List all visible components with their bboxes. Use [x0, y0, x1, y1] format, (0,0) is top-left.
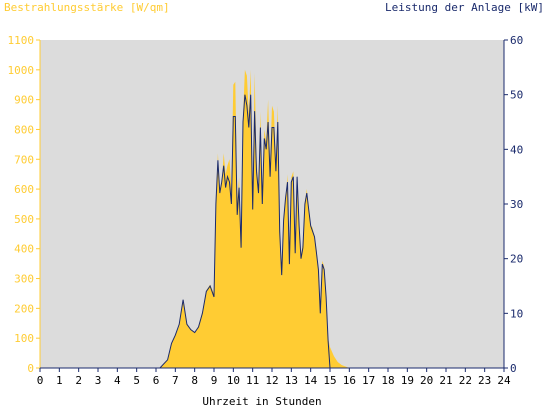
left-tick-label: 500 — [14, 213, 34, 226]
x-tick-label: 16 — [343, 374, 356, 387]
x-tick-label: 18 — [381, 374, 394, 387]
left-tick-label: 0 — [27, 362, 34, 375]
left-tick-label: 1000 — [8, 64, 35, 77]
x-tick-label: 23 — [478, 374, 491, 387]
x-tick-label: 5 — [133, 374, 140, 387]
x-tick-label: 12 — [265, 374, 278, 387]
right-tick-label: 50 — [510, 89, 523, 102]
left-tick-label: 1100 — [8, 34, 35, 47]
x-tick-label: 11 — [246, 374, 259, 387]
x-axis-title: Uhrzeit in Stunden — [202, 395, 321, 408]
x-tick-label: 4 — [114, 374, 121, 387]
x-tick-label: 21 — [439, 374, 452, 387]
irradiance-area — [40, 69, 504, 369]
x-tick-label: 2 — [75, 374, 82, 387]
left-tick-label: 900 — [14, 94, 34, 107]
left-tick-label: 600 — [14, 183, 34, 196]
right-tick-label: 60 — [510, 34, 523, 47]
right-tick-label: 10 — [510, 307, 523, 320]
x-tick-label: 15 — [323, 374, 336, 387]
left-tick-label: 200 — [14, 302, 34, 315]
x-tick-label: 20 — [420, 374, 433, 387]
left-tick-label: 800 — [14, 123, 34, 136]
x-tick-label: 6 — [153, 374, 160, 387]
right-tick-label: 0 — [510, 362, 517, 375]
x-tick-label: 0 — [37, 374, 44, 387]
right-axis-title: Leistung der Anlage [kW] — [385, 1, 544, 14]
left-axis-title: Bestrahlungsstärke [W/qm] — [4, 1, 170, 14]
ticks-layer: 0100200300400500600700800900100011000102… — [8, 34, 524, 387]
x-tick-label: 17 — [362, 374, 375, 387]
right-tick-label: 40 — [510, 143, 523, 156]
x-tick-label: 13 — [285, 374, 298, 387]
left-tick-label: 400 — [14, 243, 34, 256]
x-tick-label: 22 — [459, 374, 472, 387]
left-tick-label: 700 — [14, 153, 34, 166]
x-tick-label: 3 — [95, 374, 102, 387]
right-tick-label: 30 — [510, 198, 523, 211]
x-tick-label: 7 — [172, 374, 179, 387]
left-tick-label: 300 — [14, 273, 34, 286]
left-tick-label: 100 — [14, 332, 34, 345]
x-tick-label: 14 — [304, 374, 318, 387]
x-tick-label: 10 — [227, 374, 240, 387]
x-tick-label: 24 — [497, 374, 511, 387]
x-tick-label: 19 — [401, 374, 414, 387]
x-tick-label: 1 — [56, 374, 63, 387]
right-tick-label: 20 — [510, 253, 523, 266]
x-tick-label: 8 — [191, 374, 198, 387]
x-tick-label: 9 — [211, 374, 218, 387]
